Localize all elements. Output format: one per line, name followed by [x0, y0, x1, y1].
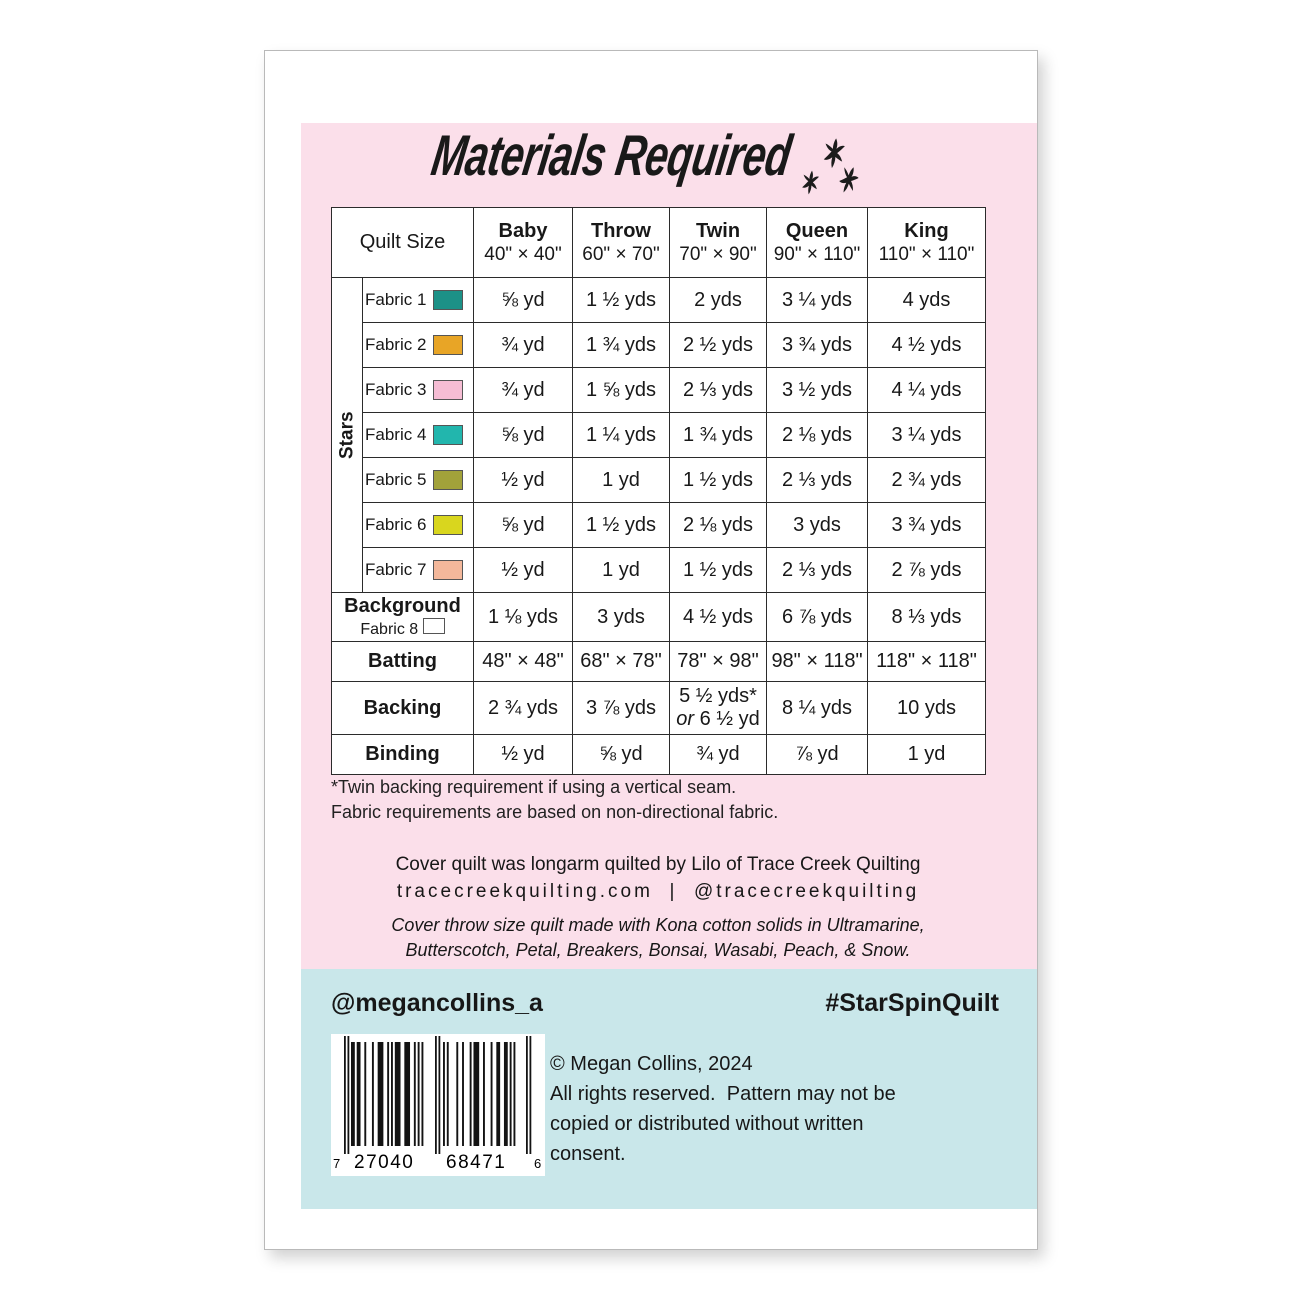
svg-text:6: 6	[534, 1156, 541, 1171]
svg-text:68471: 68471	[446, 1152, 506, 1173]
svg-text:27040: 27040	[354, 1152, 414, 1173]
svg-text:7: 7	[333, 1156, 340, 1171]
